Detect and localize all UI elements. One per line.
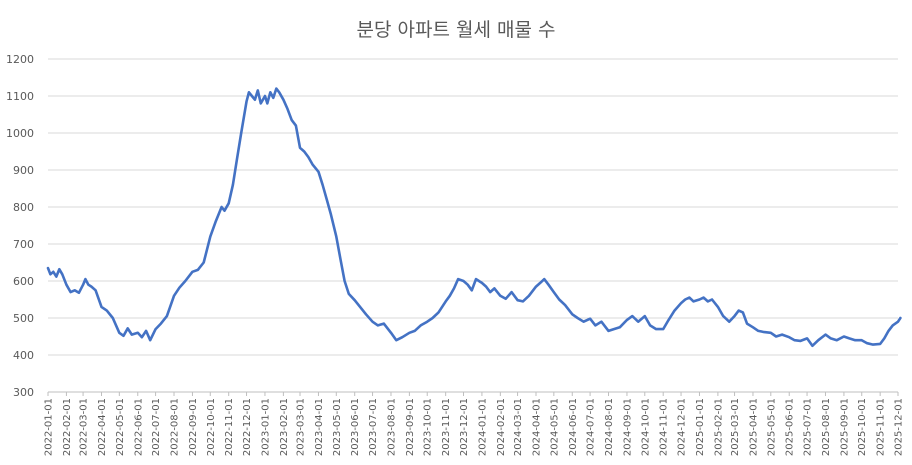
x-tick-label: 2025-07-01 <box>803 398 814 456</box>
y-tick-label: 800 <box>13 201 34 214</box>
x-tick-label: 2023-01-01 <box>260 398 271 456</box>
x-tick-label: 2022-12-01 <box>242 398 253 456</box>
x-tick-label: 2025-04-01 <box>748 398 759 456</box>
x-tick-label: 2024-01-01 <box>477 398 488 456</box>
x-tick-label: 2024-12-01 <box>677 398 688 456</box>
x-tick-label: 2023-07-01 <box>368 398 379 456</box>
x-tick-label: 2022-08-01 <box>170 398 181 456</box>
chart-title: 분당 아파트 월세 매물 수 <box>356 19 556 41</box>
x-tick-label: 2023-09-01 <box>405 398 416 456</box>
x-tick-label: 2023-03-01 <box>296 398 307 456</box>
series-layer <box>46 87 902 348</box>
x-tick-label: 2024-05-01 <box>549 398 560 456</box>
x-tick-label: 2022-11-01 <box>224 398 235 456</box>
x-tick-label: 2025-11-01 <box>876 398 887 456</box>
y-tick-label: 500 <box>13 312 34 325</box>
x-tick-label: 2022-09-01 <box>188 398 199 456</box>
x-tick-label: 2025-05-01 <box>766 398 777 456</box>
x-tick-label: 2022-06-01 <box>133 398 144 456</box>
x-tick-label: 2024-07-01 <box>586 398 597 456</box>
x-tick-label: 2022-10-01 <box>206 398 217 456</box>
x-tick-label: 2023-06-01 <box>350 398 361 456</box>
x-tick-label: 2025-06-01 <box>785 398 796 456</box>
y-tick-label: 700 <box>13 238 34 251</box>
y-tick-label: 300 <box>13 386 34 399</box>
x-tick-label: 2025-08-01 <box>821 398 832 456</box>
x-tick-label: 2022-05-01 <box>115 398 126 456</box>
x-tick-label: 2023-04-01 <box>314 398 325 456</box>
y-axis-ticks: 300 400 500 600 700 800 900 1000 1100 1200 <box>6 53 34 399</box>
y-tick-label: 1100 <box>6 90 34 103</box>
x-tick-label: 2023-10-01 <box>423 398 434 456</box>
x-tick-label: 2024-04-01 <box>532 398 543 456</box>
x-tick-label: 2025-02-01 <box>713 398 724 456</box>
x-tick-label: 2024-06-01 <box>568 398 579 456</box>
x-tick-label: 2023-11-01 <box>441 398 452 456</box>
x-tick-label: 2023-08-01 <box>386 398 397 456</box>
x-tick-label: 2024-02-01 <box>496 398 507 456</box>
y-tick-label: 900 <box>13 164 34 177</box>
x-tick-label: 2024-10-01 <box>640 398 651 456</box>
x-tick-label: 2024-09-01 <box>622 398 633 456</box>
x-tick-label: 2022-04-01 <box>97 398 108 456</box>
x-tick-label: 2022-07-01 <box>151 398 162 456</box>
x-axis-ticks: 2022-01-01 2022-02-01 2022-03-01 2022-04-01… <box>44 392 905 456</box>
y-tick-label: 400 <box>13 349 34 362</box>
x-tick-label: 2022-02-01 <box>62 398 73 456</box>
x-tick-label: 2023-05-01 <box>332 398 343 456</box>
x-tick-label: 2023-12-01 <box>459 398 470 456</box>
y-tick-label: 1200 <box>6 53 34 66</box>
x-tick-label: 2022-01-01 <box>44 398 55 456</box>
x-tick-label: 2025-12-01 <box>894 398 905 456</box>
y-tick-label: 1000 <box>6 127 34 140</box>
x-tick-label: 2024-11-01 <box>659 398 670 456</box>
series-line-0 <box>46 87 902 348</box>
x-tick-label: 2025-09-01 <box>839 398 850 456</box>
x-tick-label: 2025-03-01 <box>730 398 741 456</box>
y-tick-label: 600 <box>13 275 34 288</box>
x-tick-label: 2025-01-01 <box>695 398 706 456</box>
x-tick-label: 2023-02-01 <box>279 398 290 456</box>
gridlines <box>48 58 898 393</box>
x-tick-label: 2024-08-01 <box>604 398 615 456</box>
x-tick-label: 2024-03-01 <box>513 398 524 456</box>
x-tick-label: 2022-03-01 <box>79 398 90 456</box>
x-tick-label: 2025-10-01 <box>857 398 868 456</box>
